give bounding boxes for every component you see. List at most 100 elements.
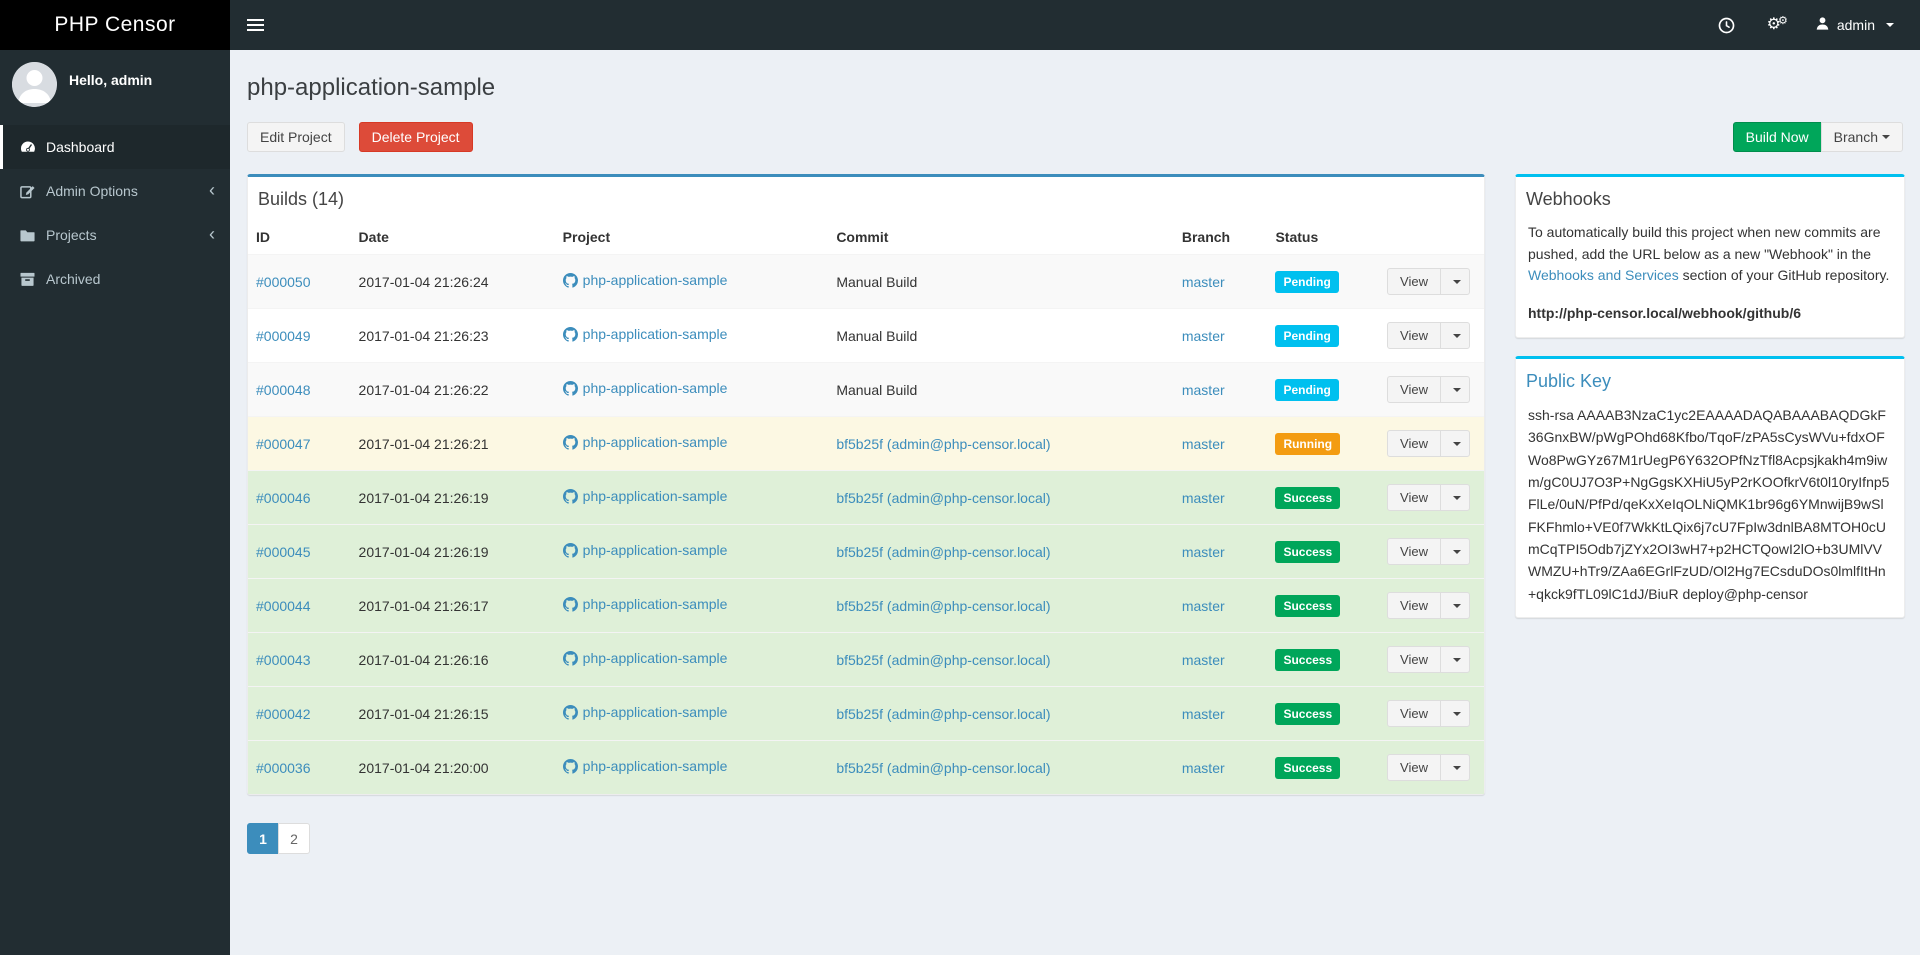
view-button[interactable]: View (1387, 268, 1441, 295)
branch-dropdown-button[interactable]: Branch (1820, 122, 1903, 152)
view-button[interactable]: View (1387, 754, 1441, 781)
build-date: 2017-01-04 21:26:23 (350, 308, 555, 363)
build-id-link[interactable]: #000049 (256, 327, 311, 344)
project-toolbar: Edit Project Delete Project Build Now Br… (247, 122, 1903, 152)
project-link[interactable]: php-application-sample (562, 380, 727, 396)
column-header-status: Status (1267, 220, 1380, 255)
build-id-link[interactable]: #000042 (256, 705, 311, 722)
caret-down-icon (1453, 495, 1461, 500)
webhooks-box: Webhooks To automatically build this pro… (1515, 174, 1905, 338)
view-dropdown-toggle[interactable] (1440, 646, 1470, 673)
view-dropdown-toggle[interactable] (1440, 268, 1470, 295)
build-id-link[interactable]: #000050 (256, 273, 311, 290)
branch-link[interactable]: master (1181, 759, 1225, 776)
commit-link[interactable]: bf5b25f (admin@php-censor.local) (836, 597, 1051, 614)
user-menu[interactable]: admin (1811, 6, 1898, 44)
caret-down-icon (1886, 23, 1894, 27)
view-button[interactable]: View (1387, 430, 1441, 457)
edit-icon (19, 184, 36, 199)
branch-link[interactable]: master (1181, 597, 1225, 614)
caret-down-icon (1453, 603, 1461, 608)
commit-link[interactable]: bf5b25f (admin@php-censor.local) (836, 435, 1051, 452)
edit-project-button[interactable]: Edit Project (247, 122, 345, 152)
project-link[interactable]: php-application-sample (562, 596, 727, 612)
build-date: 2017-01-04 21:26:22 (350, 362, 555, 417)
build-queue-button[interactable] (1706, 7, 1747, 44)
build-id-link[interactable]: #000036 (256, 759, 311, 776)
project-link[interactable]: php-application-sample (562, 272, 727, 288)
branch-link[interactable]: master (1181, 273, 1225, 290)
column-header-actions (1379, 220, 1484, 255)
build-commit: bf5b25f (admin@php-censor.local) (828, 470, 1174, 525)
branch-link[interactable]: master (1181, 435, 1225, 452)
view-dropdown-toggle[interactable] (1440, 754, 1470, 781)
view-dropdown-toggle[interactable] (1440, 592, 1470, 619)
sidebar-item-archived[interactable]: Archived ‹ (0, 257, 230, 301)
branch-link[interactable]: master (1181, 543, 1225, 560)
build-row: #000048 2017-01-04 21:26:22 php-applicat… (248, 362, 1484, 417)
view-button[interactable]: View (1387, 538, 1441, 565)
build-id-link[interactable]: #000048 (256, 381, 311, 398)
project-link[interactable]: php-application-sample (562, 758, 727, 774)
navbar: ⚙⚙ admin (230, 0, 1920, 50)
branch-link[interactable]: master (1181, 489, 1225, 506)
public-key-box: Public Key ssh-rsa AAAAB3NzaC1yc2EAAAADA… (1515, 355, 1905, 619)
build-now-button[interactable]: Build Now (1732, 122, 1822, 152)
webhook-url: http://php-censor.local/webhook/github/6 (1528, 305, 1801, 322)
build-id-link[interactable]: #000043 (256, 651, 311, 668)
view-dropdown-toggle[interactable] (1440, 484, 1470, 511)
build-row: #000047 2017-01-04 21:26:21 php-applicat… (248, 416, 1484, 471)
status-badge: Pending (1275, 324, 1339, 347)
view-dropdown-toggle[interactable] (1440, 430, 1470, 457)
view-dropdown-toggle[interactable] (1440, 700, 1470, 727)
project-link[interactable]: php-application-sample (562, 542, 727, 558)
commit-link[interactable]: bf5b25f (admin@php-censor.local) (836, 543, 1051, 560)
sidebar-toggle-button[interactable] (230, 0, 280, 50)
branch-link[interactable]: master (1181, 381, 1225, 398)
brand-logo[interactable]: PHP Censor (0, 0, 230, 50)
dashboard-icon (19, 140, 36, 154)
chevron-left-icon: ‹ (209, 179, 215, 200)
build-id-link[interactable]: #000044 (256, 597, 311, 614)
project-link[interactable]: php-application-sample (562, 650, 727, 666)
view-dropdown-toggle[interactable] (1440, 322, 1470, 349)
github-icon (562, 758, 578, 774)
build-date: 2017-01-04 21:26:16 (350, 632, 555, 687)
commit-link[interactable]: bf5b25f (admin@php-censor.local) (836, 759, 1051, 776)
delete-project-button[interactable]: Delete Project (358, 122, 473, 152)
build-id-link[interactable]: #000047 (256, 435, 311, 452)
commit-link[interactable]: bf5b25f (admin@php-censor.local) (836, 489, 1051, 506)
sidebar-item-dashboard[interactable]: Dashboard ‹ (0, 125, 230, 169)
sidebar-item-projects[interactable]: Projects ‹ (0, 213, 230, 257)
view-dropdown-toggle[interactable] (1440, 376, 1470, 403)
project-link[interactable]: php-application-sample (562, 434, 727, 450)
branch-link[interactable]: master (1181, 705, 1225, 722)
sidebar-item-admin-options[interactable]: Admin Options ‹ (0, 169, 230, 213)
view-button[interactable]: View (1387, 484, 1441, 511)
commit-link[interactable]: bf5b25f (admin@php-censor.local) (836, 651, 1051, 668)
pagination-page-1[interactable]: 1 (247, 823, 279, 854)
view-button[interactable]: View (1387, 592, 1441, 619)
pagination-page-2[interactable]: 2 (278, 823, 310, 854)
column-header-date: Date (350, 220, 555, 255)
view-button[interactable]: View (1387, 376, 1441, 403)
commit-link[interactable]: bf5b25f (admin@php-censor.local) (836, 705, 1051, 722)
view-dropdown-toggle[interactable] (1440, 538, 1470, 565)
project-link[interactable]: php-application-sample (562, 488, 727, 504)
view-button[interactable]: View (1387, 646, 1441, 673)
github-icon (562, 326, 578, 342)
branch-link[interactable]: master (1181, 651, 1225, 668)
webhooks-services-link[interactable]: Webhooks and Services (1528, 267, 1679, 284)
settings-button[interactable]: ⚙⚙ (1755, 7, 1803, 43)
view-button[interactable]: View (1387, 700, 1441, 727)
view-button[interactable]: View (1387, 322, 1441, 349)
build-commit: bf5b25f (admin@php-censor.local) (828, 416, 1174, 471)
project-link[interactable]: php-application-sample (562, 704, 727, 720)
column-header-id: ID (248, 220, 351, 255)
build-id-link[interactable]: #000045 (256, 543, 311, 560)
build-commit: Manual Build (828, 362, 1174, 417)
project-link[interactable]: php-application-sample (562, 326, 727, 342)
build-commit: Manual Build (828, 308, 1174, 363)
branch-link[interactable]: master (1181, 327, 1225, 344)
build-id-link[interactable]: #000046 (256, 489, 311, 506)
